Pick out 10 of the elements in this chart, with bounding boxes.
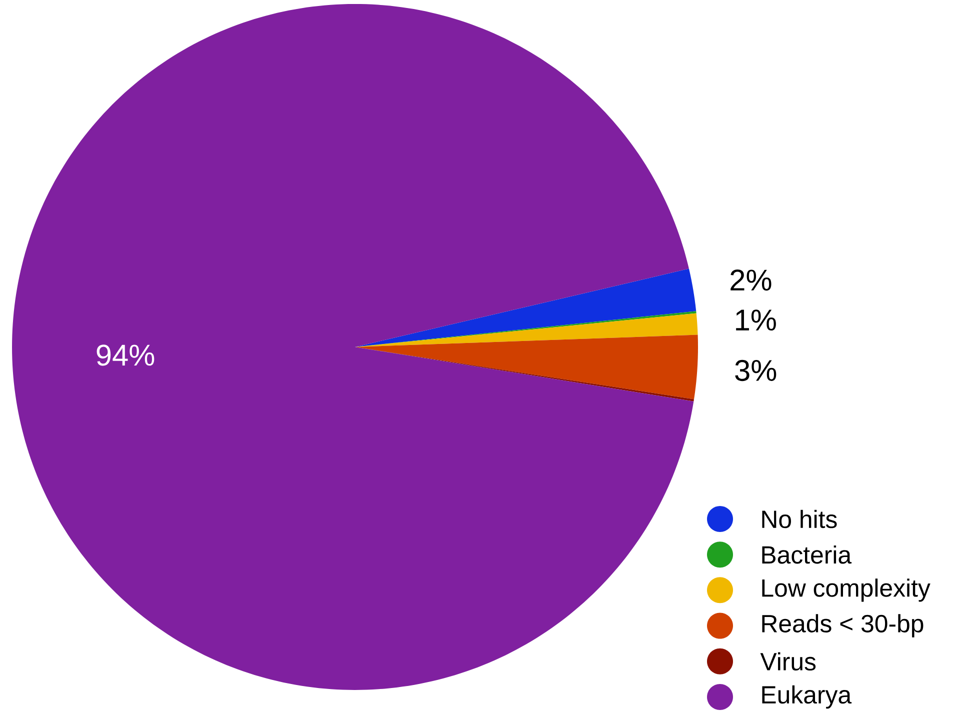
legend-label: Eukarya (762, 685, 852, 709)
legend-label: Low complexity (762, 578, 930, 602)
legend-label: Virus (760, 652, 816, 671)
data-label: 1% (736, 310, 776, 331)
legend-label: Reads < 30-bp (762, 614, 924, 638)
data-label: 3% (735, 360, 776, 382)
legend-label: No hits (762, 510, 837, 528)
data-label: 94% (96, 344, 154, 366)
data-label: 2% (730, 270, 772, 291)
legend-label: Bacteria (762, 545, 852, 564)
